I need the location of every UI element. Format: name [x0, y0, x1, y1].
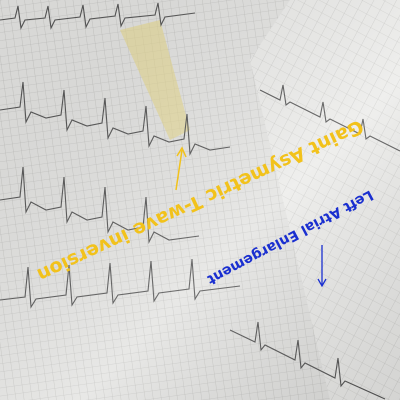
yellow-arrow — [175, 146, 187, 191]
blue-arrow — [317, 245, 327, 288]
